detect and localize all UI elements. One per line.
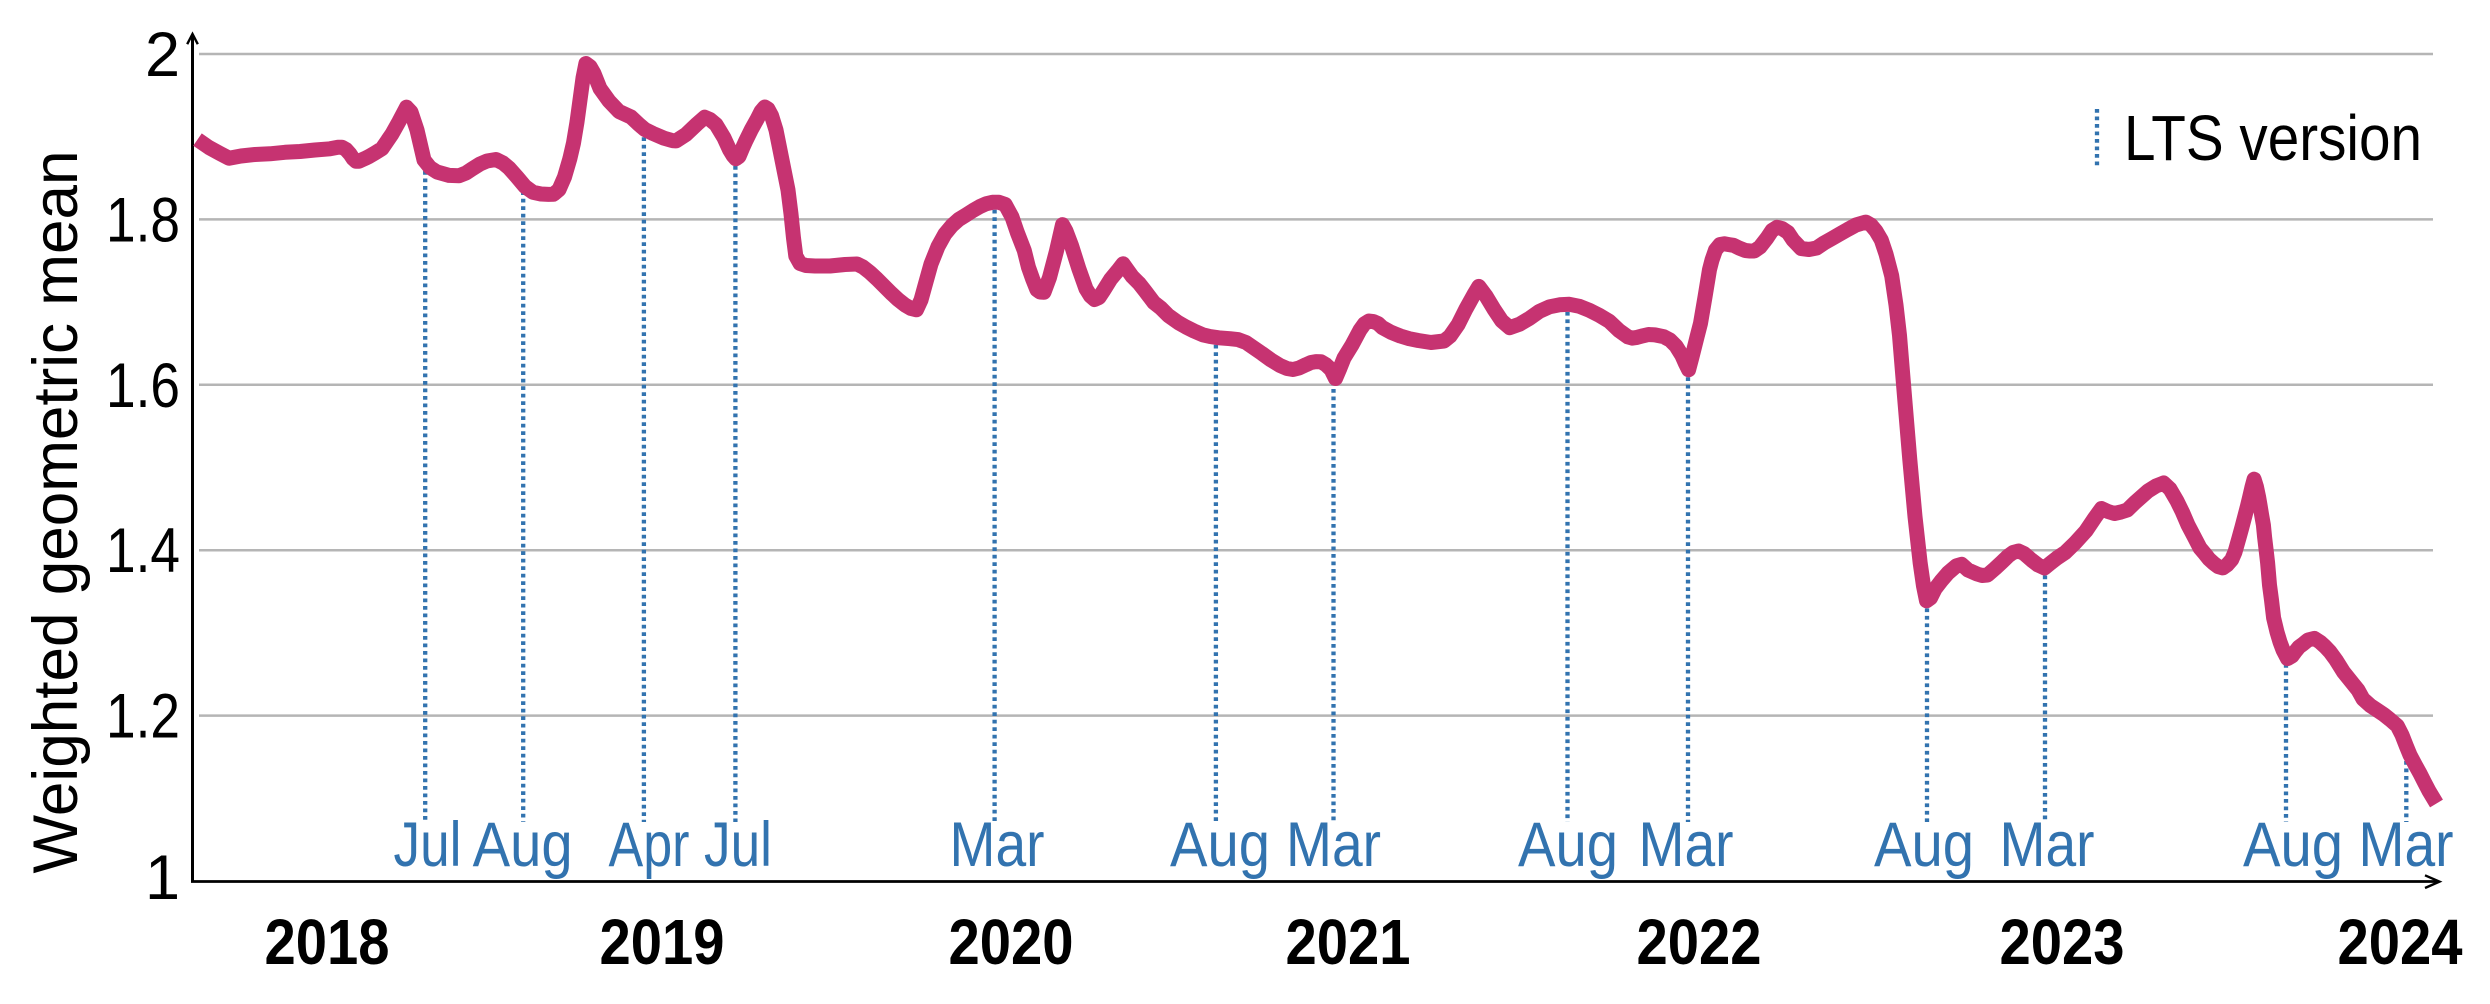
svg-text:Apr: Apr bbox=[609, 810, 690, 880]
svg-text:Mar: Mar bbox=[2359, 810, 2454, 880]
svg-text:1: 1 bbox=[145, 843, 180, 913]
svg-text:2022: 2022 bbox=[1637, 906, 1762, 978]
svg-text:1.8: 1.8 bbox=[106, 185, 180, 255]
svg-text:2023: 2023 bbox=[2000, 906, 2125, 978]
svg-text:2019: 2019 bbox=[600, 906, 725, 978]
svg-text:1.6: 1.6 bbox=[106, 351, 180, 421]
svg-text:2020: 2020 bbox=[949, 906, 1074, 978]
svg-text:2018: 2018 bbox=[265, 906, 390, 978]
svg-text:Mar: Mar bbox=[950, 810, 1045, 880]
svg-text:Weighted geometric mean: Weighted geometric mean bbox=[21, 151, 91, 874]
svg-text:Mar: Mar bbox=[2000, 810, 2095, 880]
svg-text:2024: 2024 bbox=[2338, 906, 2463, 978]
svg-text:Aug: Aug bbox=[1518, 810, 1618, 880]
svg-text:2021: 2021 bbox=[1286, 906, 1411, 978]
svg-text:Aug: Aug bbox=[1874, 810, 1974, 880]
svg-text:Aug: Aug bbox=[1170, 810, 1270, 880]
svg-text:Jul: Jul bbox=[394, 810, 462, 880]
svg-text:LTS version: LTS version bbox=[2124, 102, 2422, 174]
svg-text:2: 2 bbox=[145, 20, 180, 90]
svg-text:Mar: Mar bbox=[1286, 810, 1381, 880]
svg-text:Jul: Jul bbox=[704, 810, 772, 880]
svg-text:Mar: Mar bbox=[1639, 810, 1734, 880]
svg-text:1.4: 1.4 bbox=[106, 516, 180, 586]
svg-text:Aug: Aug bbox=[2243, 810, 2343, 880]
svg-text:1.2: 1.2 bbox=[106, 682, 180, 752]
svg-text:Aug: Aug bbox=[473, 810, 573, 880]
